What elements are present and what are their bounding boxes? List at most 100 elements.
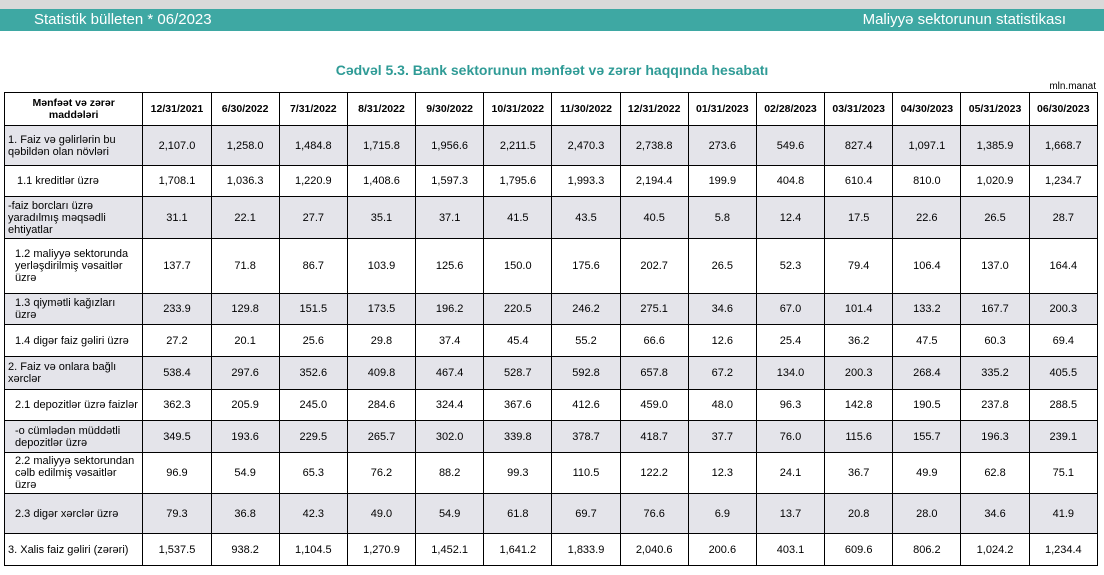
cell-value: 125.6 bbox=[415, 238, 485, 294]
cell-value: 47.5 bbox=[892, 324, 962, 357]
cell-value: 103.9 bbox=[346, 238, 417, 294]
table-row: 1.3 qiymətli kağızları üzrə 233.9 129.8 151… bbox=[3, 293, 1099, 325]
cell-value: 1,234.4 bbox=[1028, 533, 1099, 566]
cell-value: 134.0 bbox=[755, 356, 826, 390]
cell-value: 28.0 bbox=[892, 493, 962, 534]
cell-value: 54.9 bbox=[415, 493, 485, 534]
cell-value: 55.2 bbox=[551, 324, 621, 357]
cell-value: 349.5 bbox=[142, 420, 212, 453]
cell-value: 36.2 bbox=[824, 324, 894, 357]
cell-value: 806.2 bbox=[892, 533, 962, 566]
cell-value: 1,956.6 bbox=[415, 125, 485, 166]
cell-value: 22.1 bbox=[210, 196, 280, 239]
table-row: 2.2 maliyyə sektorundan cəlb edilmiş vəs… bbox=[3, 452, 1099, 494]
cell-value: 45.4 bbox=[483, 324, 553, 357]
cell-value: 17.5 bbox=[824, 196, 894, 239]
cell-value: 96.3 bbox=[755, 389, 826, 421]
row-label: 2.3 digər xərclər üzrə bbox=[3, 493, 144, 534]
cell-value: 110.5 bbox=[551, 452, 621, 494]
cell-value: 37.4 bbox=[415, 324, 485, 357]
cell-value: 196.3 bbox=[960, 420, 1030, 453]
cell-value: 129.8 bbox=[210, 293, 280, 325]
cell-value: 2,194.4 bbox=[619, 165, 689, 197]
cell-value: 25.4 bbox=[755, 324, 826, 357]
cell-value: 96.9 bbox=[142, 452, 212, 494]
row-label: 1.2 maliyyə sektorunda yerləşdirilmiş və… bbox=[3, 238, 144, 294]
cell-value: 335.2 bbox=[960, 356, 1030, 390]
cell-value: 31.1 bbox=[142, 196, 212, 239]
cell-value: 528.7 bbox=[483, 356, 553, 390]
column-header: 12/31/2022 bbox=[619, 92, 689, 126]
cell-value: 200.3 bbox=[824, 356, 894, 390]
cell-value: 37.1 bbox=[415, 196, 485, 239]
cell-value: 27.2 bbox=[142, 324, 212, 357]
column-header: 10/31/2022 bbox=[483, 92, 553, 126]
row-label: 2.1 depozitlər üzrə faizlər bbox=[3, 389, 144, 421]
cell-value: 167.7 bbox=[960, 293, 1030, 325]
cell-value: 62.8 bbox=[960, 452, 1030, 494]
cell-value: 5.8 bbox=[687, 196, 757, 239]
row-label: 3. Xalis faiz gəliri (zərəri) bbox=[3, 533, 144, 566]
column-header: 7/31/2022 bbox=[278, 92, 348, 126]
cell-value: 538.4 bbox=[142, 356, 212, 390]
cell-value: 549.6 bbox=[755, 125, 826, 166]
cell-value: 151.5 bbox=[278, 293, 348, 325]
cell-value: 61.8 bbox=[483, 493, 553, 534]
cell-value: 1,104.5 bbox=[278, 533, 348, 566]
cell-value: 164.4 bbox=[1028, 238, 1099, 294]
cell-value: 220.5 bbox=[483, 293, 553, 325]
cell-value: 12.3 bbox=[687, 452, 757, 494]
table-row: 2.3 digər xərclər üzrə 79.3 36.8 42.3 49.0 54… bbox=[3, 493, 1099, 534]
cell-value: 239.1 bbox=[1028, 420, 1099, 453]
cell-value: 1,708.1 bbox=[142, 165, 212, 197]
cell-value: 205.9 bbox=[210, 389, 280, 421]
cell-value: 275.1 bbox=[619, 293, 689, 325]
cell-value: 657.8 bbox=[619, 356, 689, 390]
table-row: 2. Faiz və onlara bağlı xərclər 538.4 297.… bbox=[3, 356, 1099, 390]
cell-value: 6.9 bbox=[687, 493, 757, 534]
cell-value: 1,220.9 bbox=[278, 165, 348, 197]
cell-value: 99.3 bbox=[483, 452, 553, 494]
column-header: 11/30/2022 bbox=[551, 92, 621, 126]
table-row: -o cümlədən müddətli depozitlər üzrə 349.… bbox=[3, 420, 1099, 453]
cell-value: 273.6 bbox=[687, 125, 757, 166]
cell-value: 101.4 bbox=[824, 293, 894, 325]
column-header: 03/31/2023 bbox=[824, 92, 894, 126]
top-strip bbox=[0, 0, 1104, 9]
cell-value: 49.9 bbox=[892, 452, 962, 494]
cell-value: 69.7 bbox=[551, 493, 621, 534]
column-header: 01/31/2023 bbox=[687, 92, 757, 126]
cell-value: 25.6 bbox=[278, 324, 348, 357]
cell-value: 106.4 bbox=[892, 238, 962, 294]
cell-value: 115.6 bbox=[824, 420, 894, 453]
cell-value: 1,258.0 bbox=[210, 125, 280, 166]
cell-value: 1,234.7 bbox=[1028, 165, 1099, 197]
cell-value: 2,738.8 bbox=[619, 125, 689, 166]
cell-value: 173.5 bbox=[346, 293, 417, 325]
cell-value: 367.6 bbox=[483, 389, 553, 421]
row-label: 2. Faiz və onlara bağlı xərclər bbox=[3, 356, 144, 390]
cell-value: 246.2 bbox=[551, 293, 621, 325]
cell-value: 137.7 bbox=[142, 238, 212, 294]
cell-value: 1,537.5 bbox=[142, 533, 212, 566]
column-header: 04/30/2023 bbox=[892, 92, 962, 126]
cell-value: 28.7 bbox=[1028, 196, 1099, 239]
cell-value: 245.0 bbox=[278, 389, 348, 421]
cell-value: 2,470.3 bbox=[551, 125, 621, 166]
cell-value: 610.4 bbox=[824, 165, 894, 197]
cell-value: 75.1 bbox=[1028, 452, 1099, 494]
cell-value: 324.4 bbox=[415, 389, 485, 421]
cell-value: 24.1 bbox=[755, 452, 826, 494]
cell-value: 1,036.3 bbox=[210, 165, 280, 197]
cell-value: 196.2 bbox=[415, 293, 485, 325]
cell-value: 20.1 bbox=[210, 324, 280, 357]
cell-value: 26.5 bbox=[960, 196, 1030, 239]
cell-value: 592.8 bbox=[551, 356, 621, 390]
column-header: 9/30/2022 bbox=[415, 92, 485, 126]
cell-value: 1,597.3 bbox=[415, 165, 485, 197]
cell-value: 265.7 bbox=[346, 420, 417, 453]
header-band: Statistik bülleten * 06/2023 Maliyyə sek… bbox=[0, 9, 1104, 31]
cell-value: 48.0 bbox=[687, 389, 757, 421]
cell-value: 65.3 bbox=[278, 452, 348, 494]
cell-value: 12.4 bbox=[755, 196, 826, 239]
